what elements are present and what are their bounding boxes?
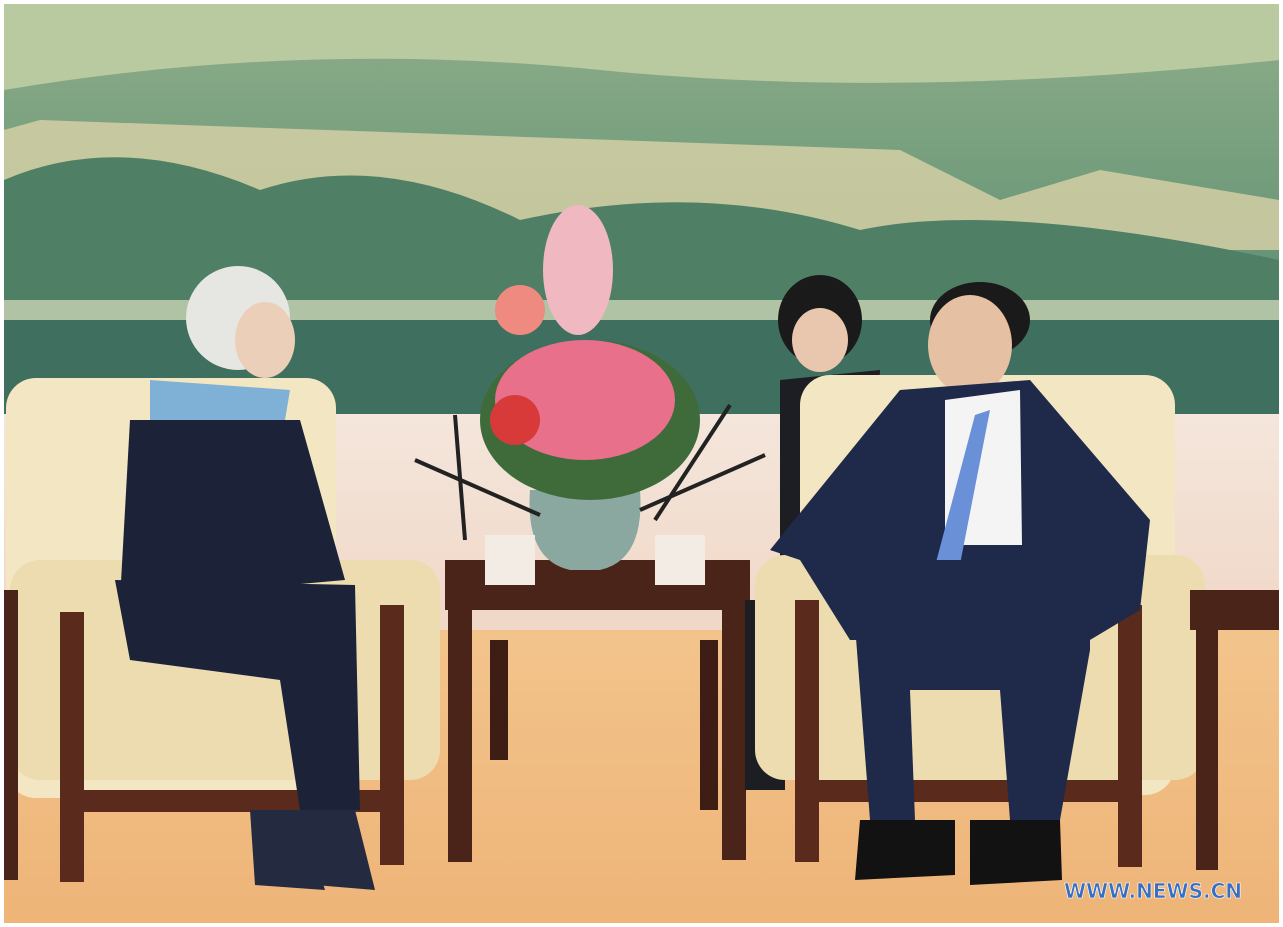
woman-shoes	[250, 810, 375, 890]
interpreter-face	[792, 308, 848, 372]
table-leg	[490, 640, 508, 760]
chair-leg	[60, 612, 84, 882]
side-table	[1190, 590, 1279, 630]
flower	[490, 395, 540, 445]
flowers	[495, 340, 675, 460]
tie	[930, 410, 990, 590]
woman-face	[235, 302, 295, 378]
chair-leg	[1118, 605, 1142, 867]
woman-jacket	[120, 420, 345, 600]
man-legs	[850, 560, 1090, 820]
chair-rail	[795, 780, 1140, 802]
table-leg	[700, 640, 718, 810]
chair-leg	[795, 600, 819, 862]
watermark: WWW.NEWS.CN	[1064, 879, 1242, 903]
man-shoes	[855, 820, 1062, 885]
cup	[655, 535, 705, 585]
microphones	[414, 403, 766, 541]
table-leg	[722, 610, 746, 860]
painting-hill	[4, 4, 1279, 90]
man-face	[928, 295, 1012, 395]
side-table-left	[4, 590, 18, 880]
chair-leg	[380, 605, 404, 865]
flower	[495, 285, 545, 335]
flowers	[543, 205, 613, 335]
vase	[529, 490, 641, 570]
table-leg	[448, 610, 472, 862]
side-table-leg	[1196, 630, 1218, 870]
woman-legs	[115, 580, 360, 810]
cup	[485, 535, 535, 585]
